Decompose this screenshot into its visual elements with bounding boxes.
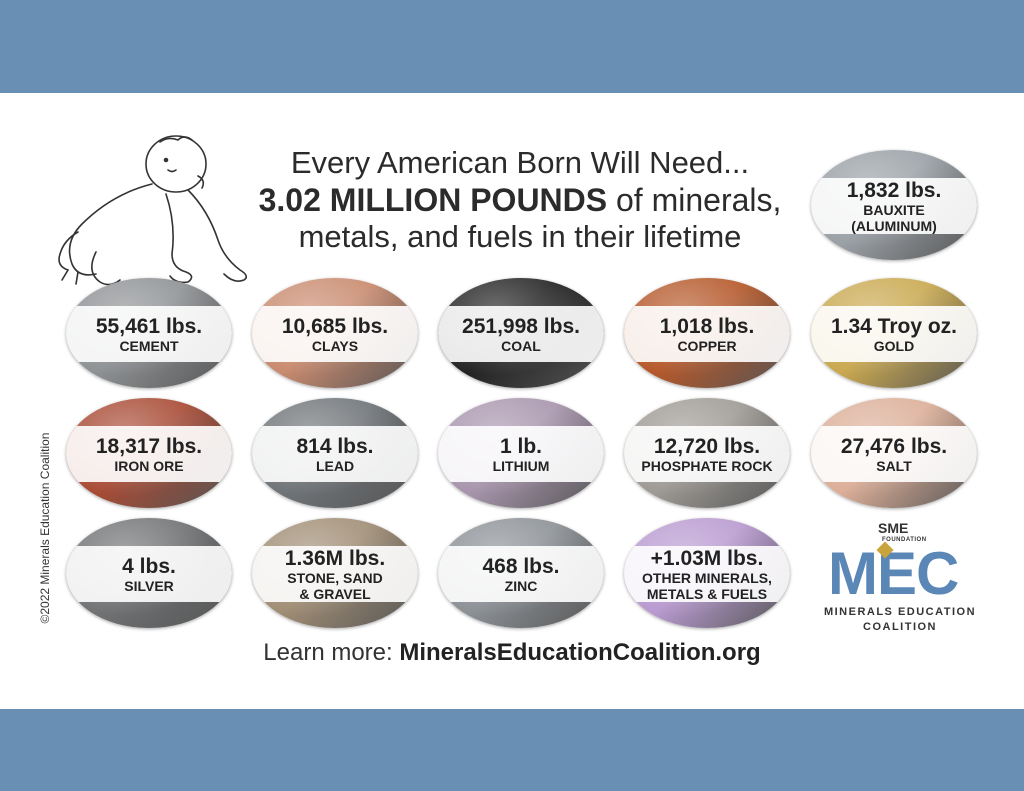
mineral-amount: 1,018 lbs. xyxy=(659,314,755,338)
mineral-name: STONE, SAND xyxy=(287,569,383,586)
mineral-oval-stone-sand-gravel: 1.36M lbs. STONE, SAND & GRAVEL xyxy=(252,518,418,628)
mineral-name: SILVER xyxy=(124,577,174,594)
mineral-amount: 18,317 lbs. xyxy=(95,434,203,458)
mineral-amount: 1.34 Troy oz. xyxy=(830,314,958,338)
mineral-oval-bauxite: 1,832 lbs. BAUXITE (ALUMINUM) xyxy=(811,150,977,260)
mineral-oval-lead: 814 lbs. LEAD xyxy=(252,398,418,508)
top-band xyxy=(0,0,1024,93)
mineral-oval-lithium: 1 lb. LITHIUM xyxy=(438,398,604,508)
mineral-oval-silver: 4 lbs. SILVER xyxy=(66,518,232,628)
mineral-amount: +1.03M lbs. xyxy=(650,546,764,570)
mec-name-line-1: MINERALS EDUCATION xyxy=(823,606,977,618)
mineral-oval-iron-ore: 18,317 lbs. IRON ORE xyxy=(66,398,232,508)
mineral-name: BAUXITE xyxy=(863,201,925,218)
mineral-name: CLAYS xyxy=(311,337,359,354)
learn-more: Learn more: MineralsEducationCoalition.o… xyxy=(0,639,1024,667)
mineral-amount: 1 lb. xyxy=(499,434,542,458)
baby-illustration-icon xyxy=(58,135,248,286)
mineral-name-line-2: & GRAVEL xyxy=(299,585,371,602)
mineral-oval-cement: 55,461 lbs. CEMENT xyxy=(66,278,232,388)
mineral-name: COAL xyxy=(501,337,541,354)
mineral-oval-copper: 1,018 lbs. COPPER xyxy=(624,278,790,388)
mineral-name: SALT xyxy=(876,457,912,474)
mineral-amount: 27,476 lbs. xyxy=(840,434,948,458)
mineral-name: LEAD xyxy=(315,457,355,474)
headline: Every American Born Will Need... 3.02 MI… xyxy=(240,145,800,255)
mineral-amount: 4 lbs. xyxy=(122,554,176,578)
mineral-amount: 12,720 lbs. xyxy=(653,434,761,458)
headline-line-3: metals, and fuels in their lifetime xyxy=(298,219,742,254)
mineral-name: IRON ORE xyxy=(114,457,184,474)
mineral-amount: 814 lbs. xyxy=(296,434,374,458)
mineral-oval-salt: 27,476 lbs. SALT xyxy=(811,398,977,508)
mineral-name: LITHIUM xyxy=(492,457,550,474)
mineral-name-line-2: (ALUMINUM) xyxy=(851,217,937,234)
mineral-oval-coal: 251,998 lbs. COAL xyxy=(438,278,604,388)
mineral-amount: 468 lbs. xyxy=(482,554,560,578)
mineral-name: CEMENT xyxy=(119,337,179,354)
learn-more-url[interactable]: MineralsEducationCoalition.org xyxy=(399,639,761,666)
foundation-label: FOUNDATION xyxy=(882,537,927,543)
mineral-name: PHOSPHATE ROCK xyxy=(641,457,773,474)
copyright-notice: ©2022 Minerals Education Coalition xyxy=(38,432,52,624)
headline-line-2: 3.02 MILLION POUNDS of minerals, xyxy=(240,181,800,219)
mineral-name: GOLD xyxy=(873,337,915,354)
mineral-amount: 1.36M lbs. xyxy=(284,546,386,570)
learn-more-label: Learn more: xyxy=(263,639,400,666)
mineral-amount: 1,832 lbs. xyxy=(846,178,942,202)
mec-logo: SME FOUNDATION MEC MINERALS EDUCATION CO… xyxy=(820,520,980,635)
mineral-amount: 251,998 lbs. xyxy=(462,314,580,338)
mineral-name: ZINC xyxy=(504,577,538,594)
mec-name-line-2: COALITION xyxy=(863,621,937,633)
mineral-name: OTHER MINERALS, xyxy=(642,569,772,586)
bottom-band xyxy=(0,709,1024,791)
headline-line-1: Every American Born Will Need... xyxy=(290,145,750,180)
sme-label: SME xyxy=(878,520,909,536)
headline-line-2-rest: of minerals, xyxy=(607,182,782,218)
mineral-amount: 10,685 lbs. xyxy=(281,314,389,338)
mineral-oval-gold: 1.34 Troy oz. GOLD xyxy=(811,278,977,388)
mec-letters: MEC xyxy=(828,540,959,607)
mineral-oval-clays: 10,685 lbs. CLAYS xyxy=(252,278,418,388)
mineral-name-line-2: METALS & FUELS xyxy=(646,585,768,602)
mineral-oval-other: +1.03M lbs. OTHER MINERALS, METALS & FUELS xyxy=(624,518,790,628)
mineral-oval-phosphate-rock: 12,720 lbs. PHOSPHATE ROCK xyxy=(624,398,790,508)
mineral-amount: 55,461 lbs. xyxy=(95,314,203,338)
mineral-oval-zinc: 468 lbs. ZINC xyxy=(438,518,604,628)
mineral-name: COPPER xyxy=(677,337,737,354)
headline-total: 3.02 MILLION POUNDS xyxy=(258,182,608,218)
